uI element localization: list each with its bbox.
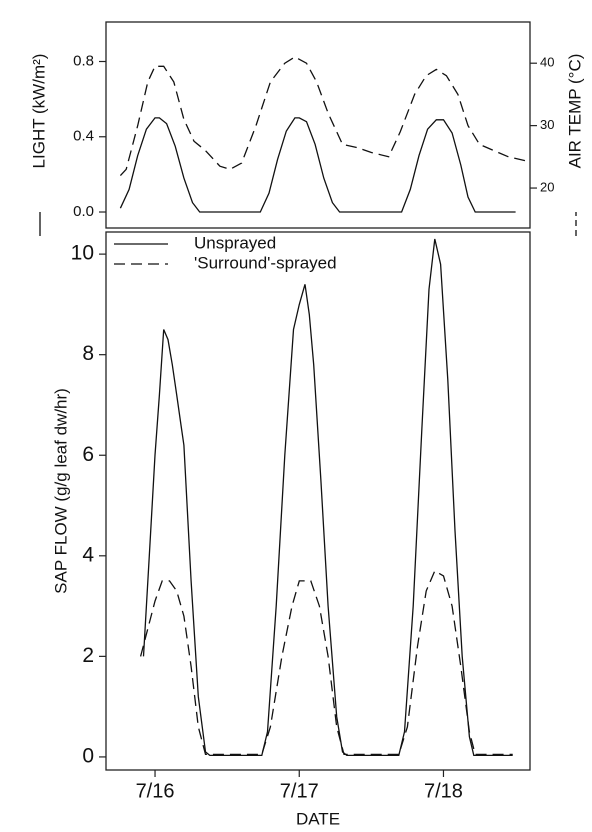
legend-label: 'Surround'-sprayed — [194, 253, 337, 272]
y2-tick-label: 20 — [540, 179, 554, 194]
data-line — [139, 569, 513, 756]
plot-frame — [105, 21, 531, 229]
x-axis-label: DATE — [296, 809, 340, 828]
legend-label: Unsprayed — [194, 233, 276, 252]
y-tick-label: 2 — [82, 644, 94, 667]
y-tick-label: 10 — [71, 242, 94, 265]
y-axis-label: LIGHT (kW/m²) — [29, 54, 48, 169]
y-axis-label: SAP FLOW (g/g leaf dw/hr) — [51, 388, 70, 594]
data-line — [119, 117, 516, 213]
x-tick-label: 7/18 — [424, 780, 463, 802]
x-tick-label: 7/16 — [136, 780, 175, 802]
x-tick-label: 7/17 — [280, 780, 319, 802]
y2-tick-label: 40 — [540, 55, 554, 70]
data-line — [119, 56, 531, 177]
y-tick-label: 0.8 — [73, 52, 94, 69]
data-line — [142, 238, 513, 757]
y-tick-label: 8 — [82, 342, 94, 365]
y-tick-label: 0.0 — [73, 203, 94, 220]
y-tick-label: 4 — [82, 543, 94, 566]
y-tick-label: 0 — [82, 744, 94, 767]
y-tick-label: 0.4 — [73, 128, 94, 145]
y-tick-label: 6 — [82, 443, 94, 466]
y2-axis-label: AIR TEMP (°C) — [565, 54, 584, 169]
plot-frame — [105, 231, 531, 771]
y2-tick-label: 30 — [540, 117, 554, 132]
